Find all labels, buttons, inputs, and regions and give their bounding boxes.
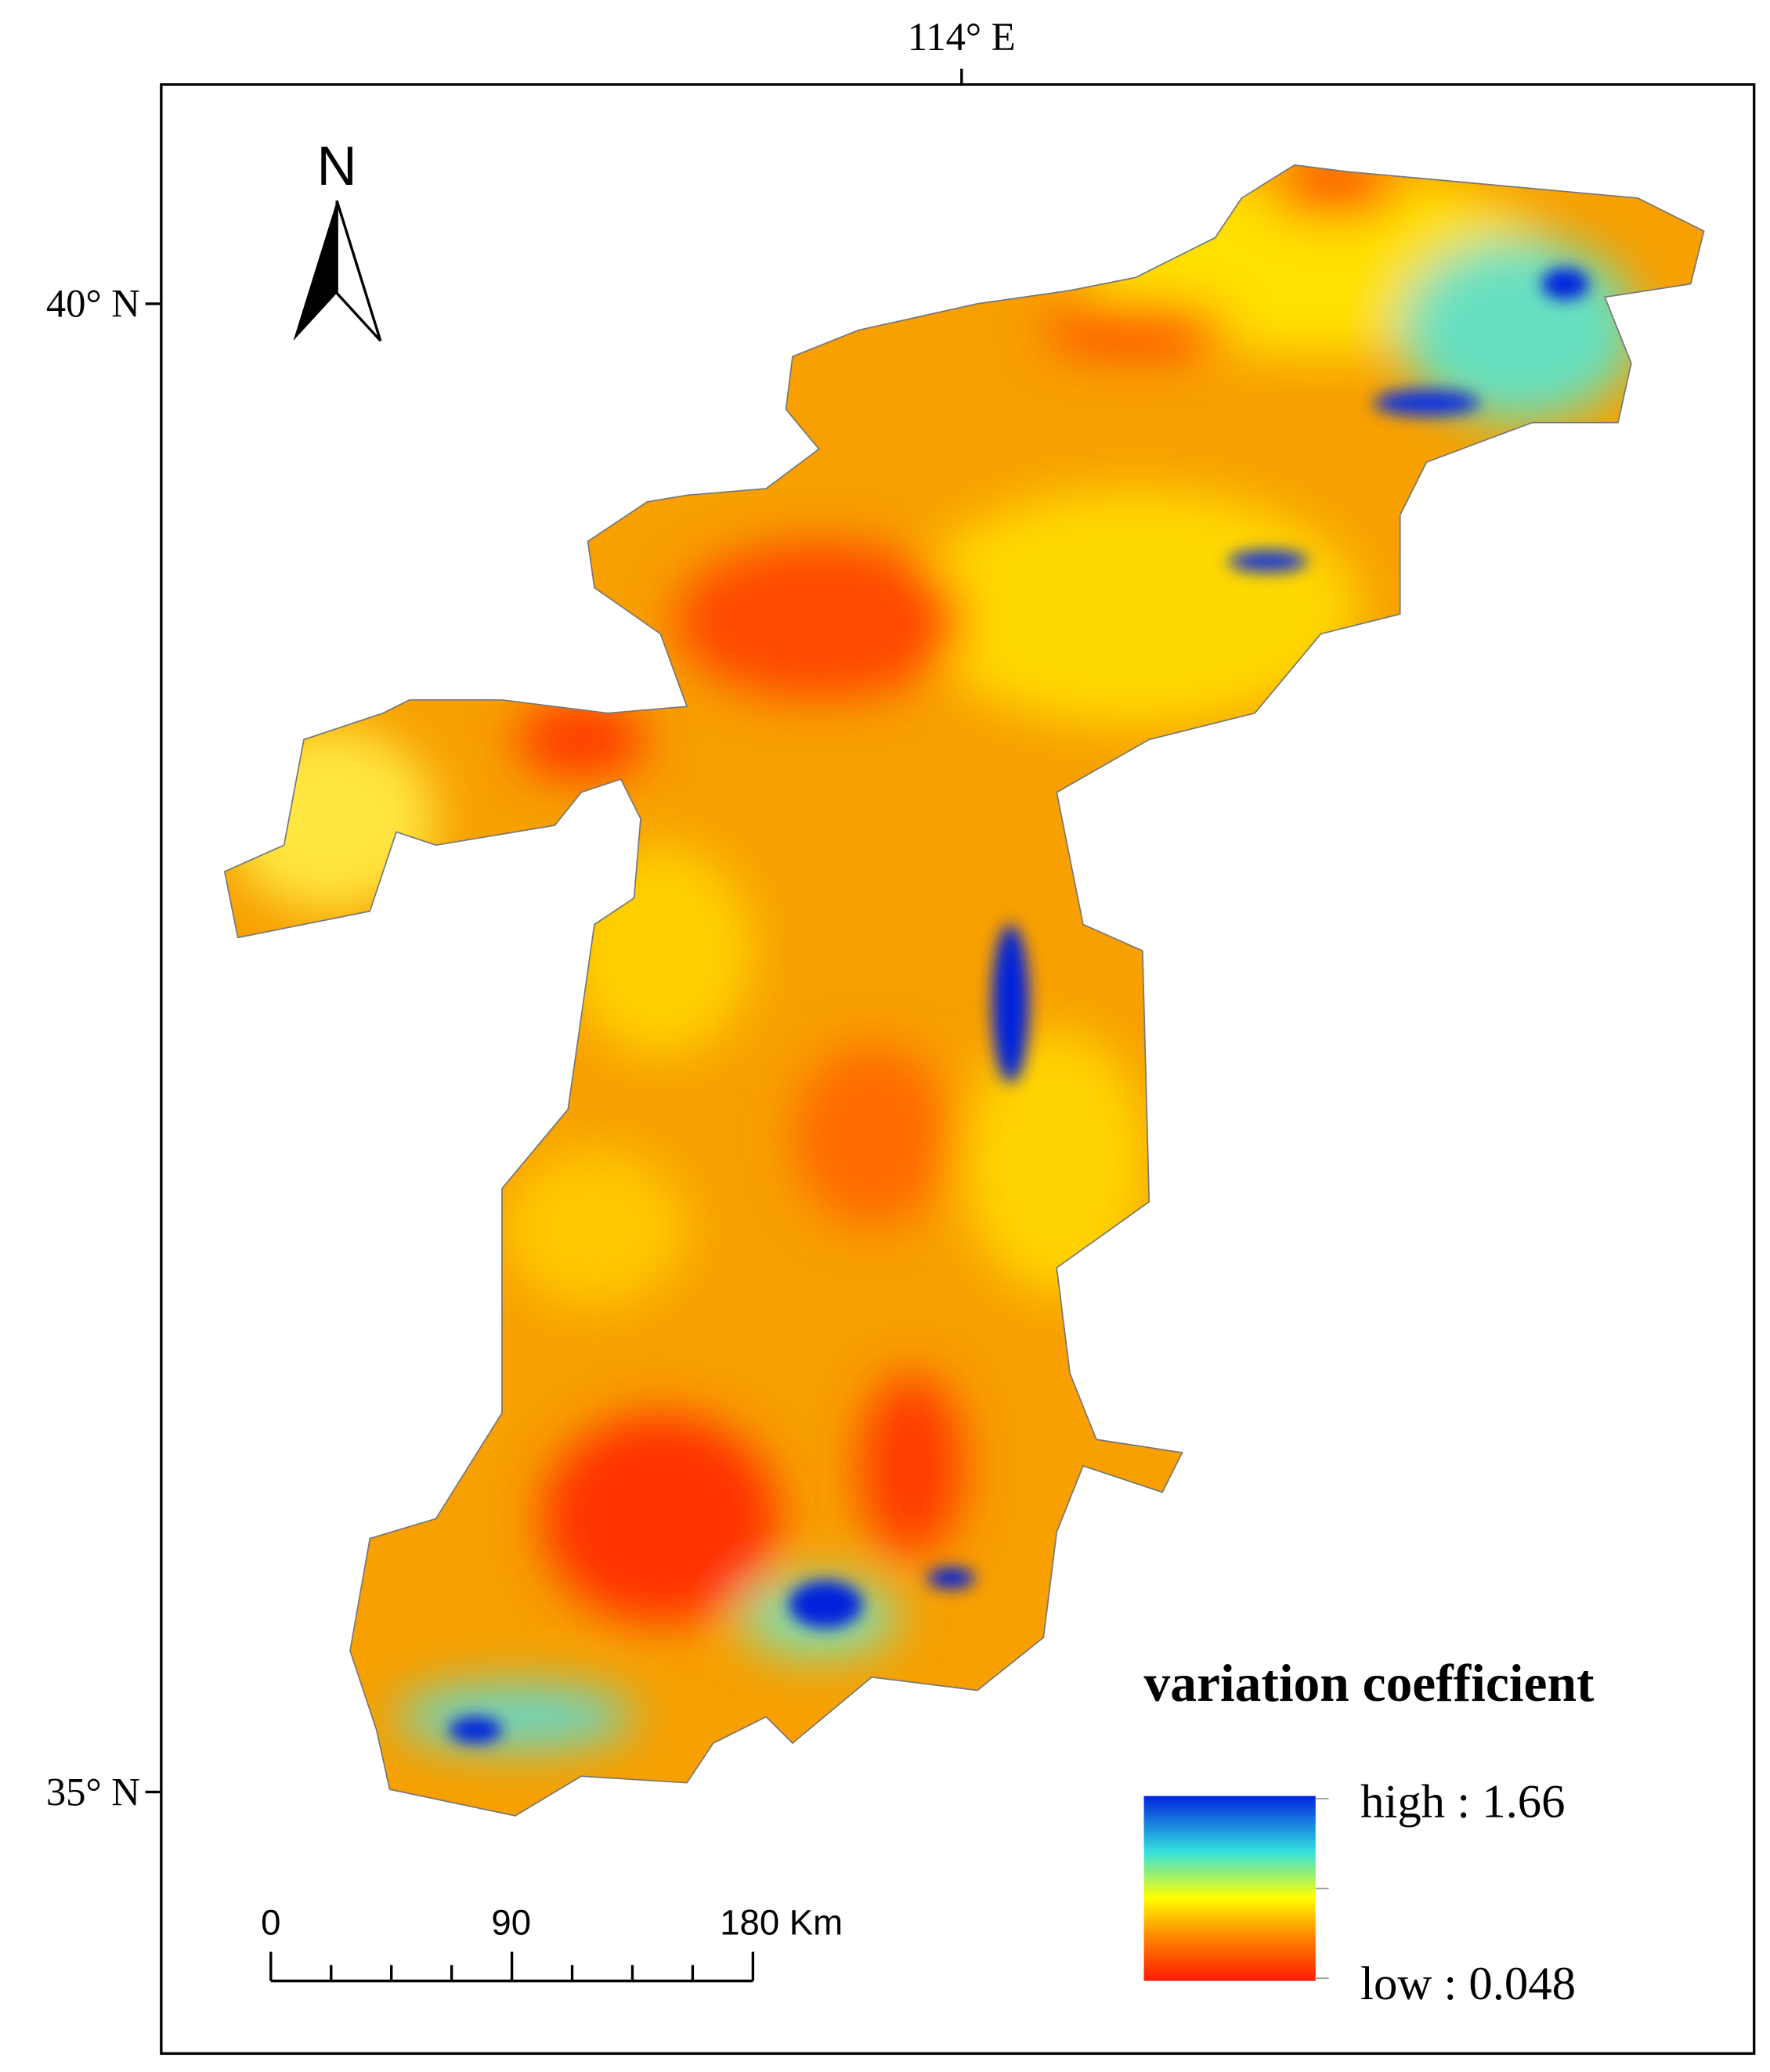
latitude-label: 40° N bbox=[46, 282, 140, 326]
map-frame bbox=[160, 83, 1756, 2056]
north-arrow-left bbox=[293, 200, 338, 341]
raster-texture bbox=[224, 168, 1638, 1750]
legend: variation coefficient high : 1.66 low : … bbox=[1144, 1654, 1595, 2010]
north-arrow-right bbox=[335, 200, 382, 342]
legend-high-label: high : 1.66 bbox=[1360, 1776, 1565, 1828]
legend-color-ramp bbox=[1143, 1796, 1316, 1981]
scale-bar: 0 90 180 Km bbox=[261, 1903, 843, 1983]
legend-title: variation coefficient bbox=[1144, 1654, 1595, 1713]
scale-label: 180 Km bbox=[720, 1903, 843, 1943]
raster-layer bbox=[224, 164, 1704, 1816]
raster-highs bbox=[449, 268, 1589, 1744]
scale-label: 90 bbox=[491, 1903, 531, 1943]
scale-label: 0 bbox=[261, 1903, 280, 1943]
longitude-label: 114° E bbox=[908, 15, 1016, 59]
latitude-label: 35° N bbox=[46, 1770, 140, 1814]
legend-low-label: low : 0.048 bbox=[1360, 1958, 1576, 2010]
north-label: N bbox=[317, 135, 357, 197]
scale-ticks bbox=[269, 1951, 755, 1981]
